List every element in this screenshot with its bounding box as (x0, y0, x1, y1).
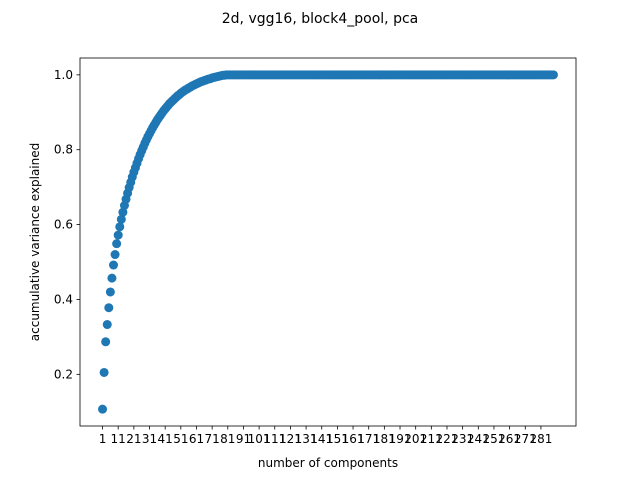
x-tick-label: 51 (173, 432, 188, 446)
x-tick-label: 151 (326, 432, 349, 446)
x-tick-label: 11 (111, 432, 126, 446)
x-tick-label: 41 (158, 432, 173, 446)
y-tick-label: 0.2 (54, 367, 73, 381)
x-tick-label: 121 (279, 432, 302, 446)
point (99, 367, 109, 377)
x-tick-label: 171 (357, 432, 380, 446)
point (110, 250, 120, 260)
plot-area (98, 70, 558, 414)
x-axis-label: number of components (258, 456, 398, 470)
axes-frame (79, 57, 577, 427)
point (113, 230, 123, 240)
x-tick-label: 31 (142, 432, 157, 446)
x-tick-label: 81 (220, 432, 235, 446)
x-tick-label: 21 (126, 432, 141, 446)
x-tick-label: 1 (99, 432, 107, 446)
x-tick-label: 241 (467, 432, 490, 446)
point (112, 239, 122, 249)
x-tick-label: 71 (205, 432, 220, 446)
x-tick-label: 281 (529, 432, 552, 446)
y-axis-label: accumulative variance explained (28, 143, 42, 341)
x-tick-label: 91 (236, 432, 251, 446)
point (115, 222, 125, 232)
point (104, 303, 114, 313)
y-tick-label: 0.4 (54, 292, 73, 306)
x-tick-label: 261 (498, 432, 521, 446)
point (116, 214, 126, 224)
x-tick-label: 61 (189, 432, 204, 446)
x-tick-label: 111 (263, 432, 286, 446)
y-tick-label: 0.8 (54, 143, 73, 157)
point (107, 273, 117, 283)
x-tick-label: 191 (389, 432, 412, 446)
x-tick-label: 131 (295, 432, 318, 446)
x-tick-label: 141 (310, 432, 333, 446)
x-tick-label: 161 (342, 432, 365, 446)
point (548, 70, 558, 80)
point (98, 404, 108, 414)
x-tick-label: 251 (483, 432, 506, 446)
y-tick-label: 0.6 (54, 218, 73, 232)
x-tick-label: 201 (404, 432, 427, 446)
y-tick-label: 1.0 (54, 68, 73, 82)
point (109, 260, 119, 270)
point (102, 320, 112, 330)
x-tick-label: 231 (451, 432, 474, 446)
x-tick-label: 181 (373, 432, 396, 446)
x-tick-label: 221 (436, 432, 459, 446)
point (118, 207, 128, 217)
x-tick-label: 101 (248, 432, 271, 446)
x-tick-label: 271 (514, 432, 537, 446)
point (101, 337, 111, 347)
x-tick-label: 211 (420, 432, 443, 446)
chart-title: 2d, vgg16, block4_pool, pca (222, 11, 419, 27)
point (105, 287, 115, 297)
